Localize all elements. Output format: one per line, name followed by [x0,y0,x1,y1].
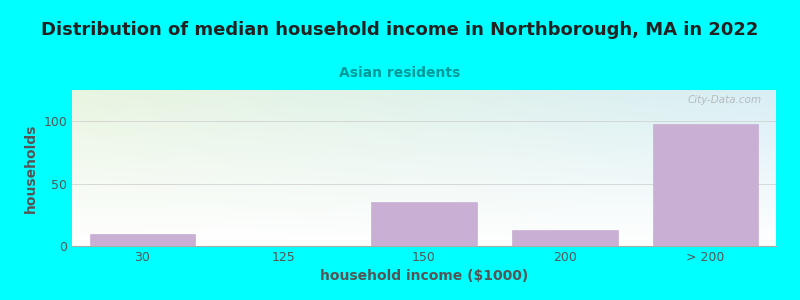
Bar [512,230,618,246]
Bar [371,202,477,246]
Y-axis label: households: households [24,123,38,213]
Bar [653,124,758,246]
Bar [90,233,195,246]
Text: Asian residents: Asian residents [339,66,461,80]
Text: City-Data.com: City-Data.com [688,95,762,105]
Text: Distribution of median household income in Northborough, MA in 2022: Distribution of median household income … [42,21,758,39]
X-axis label: household income ($1000): household income ($1000) [320,269,528,284]
